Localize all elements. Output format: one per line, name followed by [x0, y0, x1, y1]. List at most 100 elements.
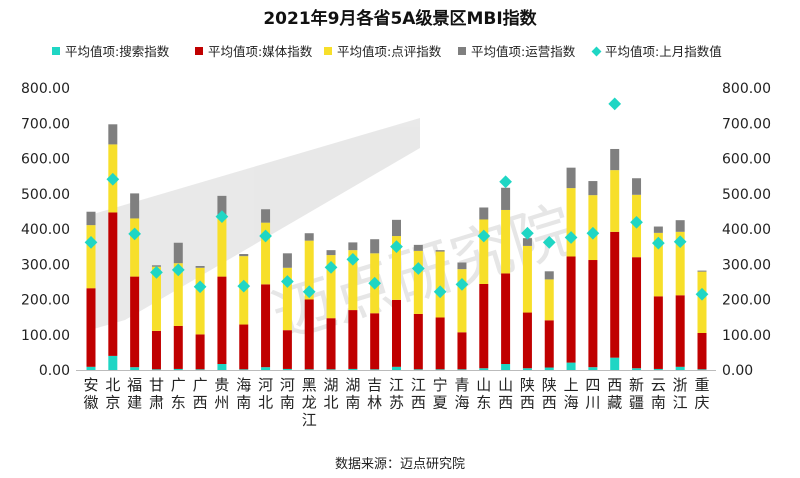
bar-segment [413, 244, 423, 251]
bar-segment [566, 256, 576, 363]
bar-segment [173, 368, 183, 370]
x-tick-label: 江苏 [389, 376, 404, 412]
bar-segment [675, 366, 685, 370]
x-tick-label: 陕西 [520, 376, 535, 412]
x-tick-label: 云南 [651, 376, 666, 412]
bar-segment [675, 220, 685, 232]
x-tick-label: 重庆 [694, 376, 709, 412]
svg-text:海: 海 [236, 376, 251, 394]
bar-segment [304, 369, 314, 370]
bar-segment [348, 310, 358, 369]
marker-point [390, 240, 403, 253]
svg-text:夏: 夏 [433, 394, 448, 412]
y-tick-label: 0.00 [39, 363, 70, 379]
svg-text:北: 北 [324, 394, 339, 412]
bar-segment [653, 232, 663, 297]
svg-text:河: 河 [258, 376, 273, 394]
bar-segment [413, 369, 423, 370]
bar-segment [326, 255, 336, 319]
bar-segment [173, 263, 183, 326]
bar-segment [435, 250, 445, 252]
x-axis-labels: 安徽北京福建甘肃广东广西贵州海南河北河南黑龙江湖北湖南吉林江苏江西宁夏青海山东山… [83, 376, 709, 429]
y-tick-label: 600.00 [21, 152, 70, 168]
svg-text:福: 福 [127, 376, 142, 394]
bar-segment [151, 266, 161, 331]
bar-segment [632, 257, 642, 369]
y-tick-label: 200.00 [21, 293, 70, 309]
bar-segment [610, 170, 620, 232]
x-tick-label: 湖北 [324, 376, 339, 412]
svg-text:南: 南 [651, 394, 666, 412]
bar-segment [304, 240, 314, 300]
svg-text:山: 山 [498, 376, 513, 394]
x-tick-label: 湖南 [345, 376, 360, 412]
x-tick-label: 西藏 [607, 376, 622, 412]
bar-segment [457, 369, 467, 370]
bar-segment [195, 267, 205, 335]
y-axis-right: 0.00 100.00 200.00 300.00 400.00 500.00 600.00… [722, 81, 771, 379]
svg-text:江: 江 [302, 411, 317, 429]
x-tick-label: 黑龙江 [302, 376, 317, 429]
svg-text:西: 西 [542, 394, 557, 412]
svg-text:广: 广 [193, 376, 208, 394]
bar-segment [392, 219, 401, 237]
svg-text:西: 西 [520, 394, 535, 412]
legend-swatch [324, 47, 332, 55]
x-tick-label: 贵州 [214, 376, 229, 412]
legend-swatch [458, 47, 466, 55]
marker-point [302, 285, 316, 299]
bar-segment [239, 254, 249, 257]
bar-segment [501, 187, 511, 210]
svg-text:广: 广 [171, 376, 186, 394]
x-tick-label: 北京 [105, 376, 120, 412]
svg-text:肃: 肃 [149, 394, 164, 412]
bar-segment [370, 313, 380, 370]
bar-segment [304, 299, 314, 370]
bar-segment [566, 167, 576, 189]
svg-text:州: 州 [214, 394, 229, 412]
svg-text:疆: 疆 [629, 394, 644, 412]
bar-segment [130, 367, 140, 370]
y2-tick-label: 500.00 [722, 187, 771, 203]
svg-text:湖: 湖 [345, 376, 360, 394]
bar-segment [610, 357, 620, 370]
bar-segment [261, 367, 271, 370]
svg-text:海: 海 [564, 394, 579, 412]
bar-segment [632, 178, 642, 195]
bar-segment [435, 251, 445, 318]
marker-point [237, 279, 251, 293]
legend-marker-icon [591, 46, 602, 57]
x-tick-label: 广东 [171, 376, 186, 412]
y2-tick-label: 700.00 [722, 116, 771, 132]
bar-segment [501, 273, 511, 365]
bar-segment [282, 267, 292, 331]
bar-segment [151, 369, 161, 370]
x-tick-label: 青海 [454, 376, 469, 412]
bar-segment [108, 355, 118, 370]
chart-title: 2021年9月各省5A级景区MBI指数 [263, 8, 537, 29]
y-tick-label: 500.00 [21, 187, 70, 203]
bar-segment [479, 207, 489, 220]
bar-segment [130, 193, 140, 219]
svg-text:北: 北 [105, 376, 120, 394]
legend-swatch [52, 47, 60, 55]
bar-segment [522, 312, 532, 369]
svg-text:建: 建 [127, 394, 142, 412]
marker-point [499, 175, 512, 189]
marker-point [128, 227, 142, 241]
svg-text:贵: 贵 [214, 376, 229, 394]
legend-label: 平均值项:媒体指数 [208, 44, 313, 59]
svg-text:南: 南 [345, 394, 360, 412]
marker-point [455, 277, 469, 291]
svg-text:南: 南 [236, 394, 251, 412]
svg-text:江: 江 [411, 376, 426, 394]
y2-tick-label: 100.00 [722, 328, 771, 344]
bar-segment [282, 253, 292, 268]
bar-segment [261, 284, 271, 368]
svg-text:东: 东 [171, 394, 186, 412]
bar-segment [195, 369, 205, 370]
legend-label: 平均值项:运营指数 [471, 44, 576, 59]
bar-segment [239, 369, 249, 370]
marker-point [608, 97, 622, 111]
